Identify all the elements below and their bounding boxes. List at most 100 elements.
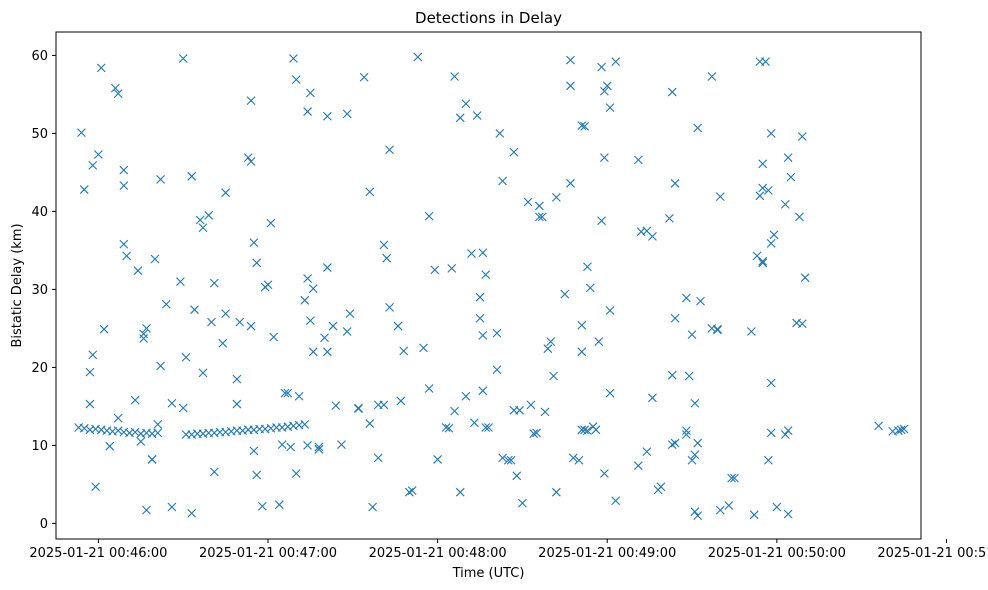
data-point xyxy=(88,160,98,170)
data-point xyxy=(648,231,657,241)
data-point xyxy=(308,347,318,357)
plot-frame xyxy=(55,31,922,540)
y-tick-label: 40 xyxy=(31,205,48,220)
data-point xyxy=(797,132,807,141)
data-point xyxy=(512,471,522,481)
data-point xyxy=(583,262,592,272)
data-series xyxy=(74,52,909,520)
data-point xyxy=(761,57,770,67)
data-point xyxy=(727,473,736,483)
data-point xyxy=(509,147,519,157)
data-point xyxy=(404,487,414,497)
data-point xyxy=(175,277,185,286)
x-tick-label: 2025-01-21 00:50:00 xyxy=(708,546,846,561)
data-point xyxy=(766,378,776,388)
x-axis-title: Time (UTC) xyxy=(452,566,525,581)
data-point xyxy=(195,215,205,225)
data-point xyxy=(161,299,171,309)
data-point xyxy=(130,427,140,437)
data-point xyxy=(763,455,773,465)
data-point xyxy=(588,422,598,432)
data-point xyxy=(566,178,575,188)
data-point xyxy=(79,185,89,194)
data-point xyxy=(156,361,165,371)
data-point xyxy=(286,442,296,452)
data-point xyxy=(713,324,722,334)
data-point xyxy=(455,487,465,497)
data-point xyxy=(526,400,536,410)
data-point xyxy=(198,368,208,378)
data-point xyxy=(368,502,377,512)
y-tick-label: 50 xyxy=(31,127,48,142)
data-point xyxy=(600,86,609,96)
data-point xyxy=(730,473,739,483)
data-point xyxy=(455,113,465,123)
data-point xyxy=(198,223,208,233)
data-point xyxy=(156,175,165,184)
data-point xyxy=(119,239,129,249)
data-point xyxy=(314,444,324,454)
y-axis: 0 10 20 30 40 50 60 xyxy=(31,49,56,532)
data-point xyxy=(218,338,228,348)
data-point xyxy=(461,391,471,401)
data-point xyxy=(495,129,505,138)
data-point xyxy=(235,317,245,327)
data-point xyxy=(407,486,417,496)
data-point xyxy=(783,509,793,519)
data-point xyxy=(150,254,160,264)
data-point xyxy=(99,324,109,334)
data-point xyxy=(665,214,674,223)
data-point xyxy=(209,278,219,288)
data-point xyxy=(444,423,454,433)
y-tick-label: 30 xyxy=(31,283,48,298)
data-point xyxy=(600,153,609,162)
data-point xyxy=(450,72,459,81)
data-point xyxy=(385,145,394,155)
data-point xyxy=(656,482,666,492)
data-point xyxy=(515,405,524,415)
data-point xyxy=(379,400,389,410)
data-point xyxy=(306,88,315,98)
data-point xyxy=(385,302,394,312)
data-point xyxy=(766,428,776,438)
data-point xyxy=(766,238,776,248)
data-point xyxy=(758,258,768,268)
data-point xyxy=(763,185,773,195)
data-point xyxy=(354,403,363,413)
data-point xyxy=(724,501,734,510)
data-point xyxy=(393,321,403,331)
data-point xyxy=(209,467,219,477)
data-point xyxy=(345,309,355,318)
data-point xyxy=(478,331,488,340)
data-point xyxy=(492,328,502,338)
data-point xyxy=(681,426,691,435)
data-point xyxy=(602,81,612,91)
y-tick-label: 60 xyxy=(31,49,48,64)
data-point xyxy=(396,396,406,406)
data-point xyxy=(577,347,587,357)
data-point xyxy=(690,450,700,460)
data-point xyxy=(769,230,779,240)
data-point xyxy=(291,469,301,478)
data-point xyxy=(551,487,561,497)
data-point xyxy=(190,305,199,315)
data-point xyxy=(786,172,796,182)
data-point xyxy=(283,388,293,398)
data-point xyxy=(142,505,151,515)
data-point xyxy=(153,428,163,438)
data-point xyxy=(399,346,409,356)
data-point xyxy=(91,482,100,492)
data-point xyxy=(249,446,259,456)
data-point xyxy=(306,316,315,325)
x-tick-label: 2025-01-21 00:49:00 xyxy=(538,546,676,561)
x-tick-label: 2025-01-21 00:47:00 xyxy=(199,546,337,561)
data-point xyxy=(289,54,298,63)
data-point xyxy=(670,438,680,448)
data-point xyxy=(277,440,287,450)
data-point xyxy=(246,96,256,106)
data-point xyxy=(130,395,140,405)
data-point xyxy=(758,159,768,169)
data-point xyxy=(433,455,443,464)
